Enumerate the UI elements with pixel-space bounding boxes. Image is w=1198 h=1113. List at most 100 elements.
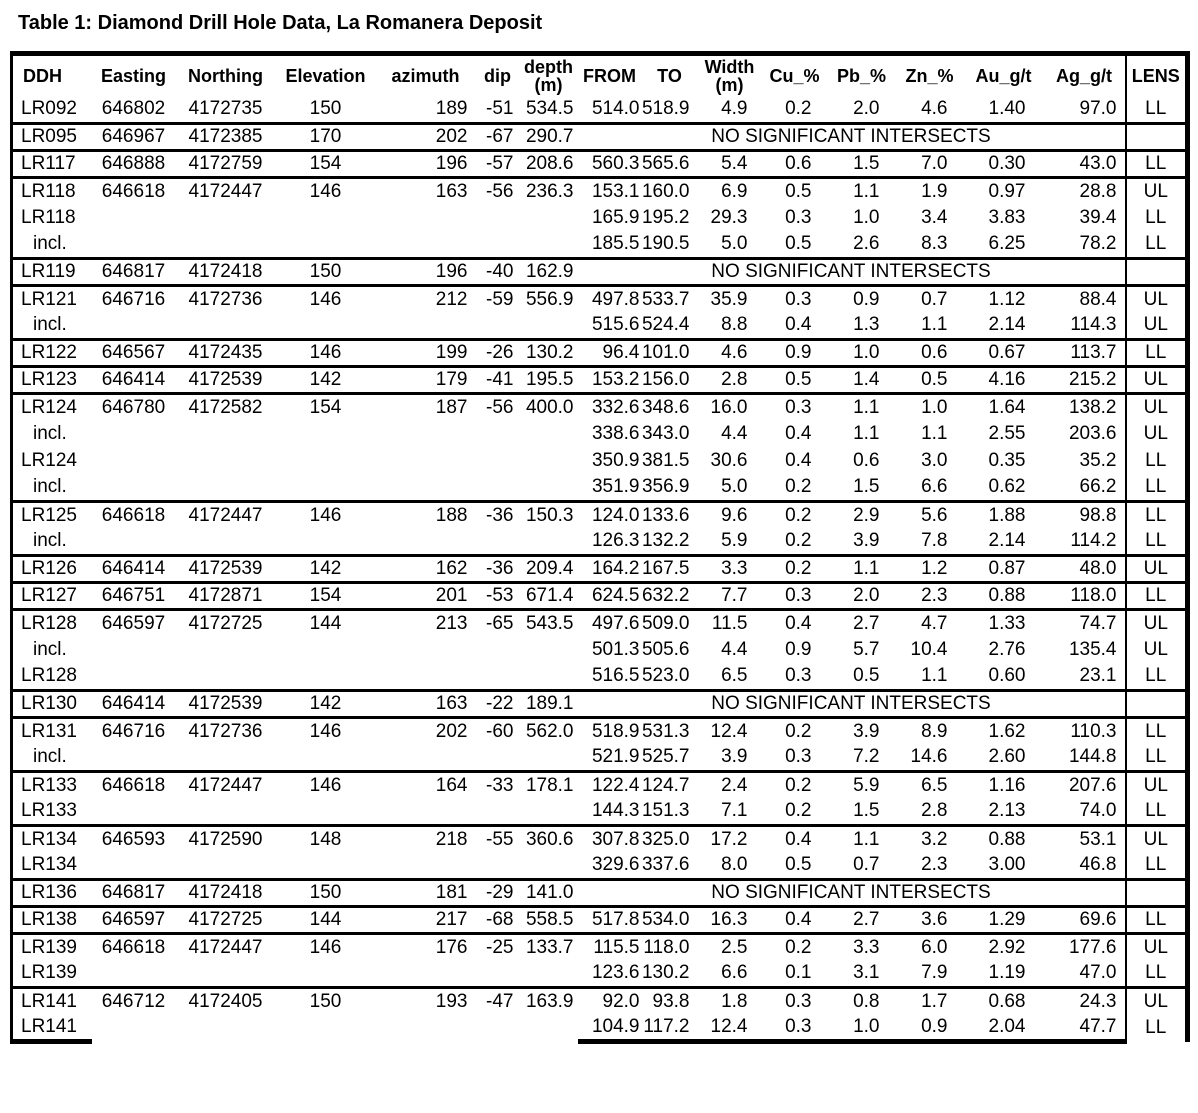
cell-ag: 177.6 — [1043, 932, 1126, 961]
cell-depth: 543.5 — [519, 608, 578, 637]
cell-easting: 646618 — [91, 932, 176, 961]
cell-depth — [520, 637, 578, 664]
cell-au: 1.88 — [963, 500, 1044, 529]
cell-lens: UL — [1124, 824, 1188, 853]
cell-dip — [476, 1015, 520, 1042]
cell-ag: 48.0 — [1043, 554, 1126, 583]
cell-width: 16.0 — [697, 392, 762, 421]
cell-ddh: LR139 — [11, 932, 92, 961]
cell-to: 117.2 — [641, 1014, 698, 1044]
cell-ddh: LR130 — [11, 689, 92, 718]
cell-zn: 1.1 — [921, 665, 948, 687]
column-header-dip: dip — [484, 66, 511, 87]
cell-dip: -60 — [475, 716, 520, 745]
cell-width: 6.6 — [721, 962, 748, 984]
table-row: LR134 646593 4172590 148 218 -55 360.6 307.8 325… — [11, 824, 1188, 853]
cell-lens: LL — [1124, 500, 1188, 529]
cell-width: 6.9 — [697, 176, 762, 205]
cell-ddh: LR134 — [21, 854, 77, 876]
cell-azimuth: 202 — [375, 716, 476, 745]
cell-easting — [92, 745, 176, 772]
cell-from: 104.9 — [577, 1014, 642, 1044]
cell-easting — [92, 205, 176, 232]
cell-to: 130.2 — [641, 962, 690, 984]
cell-azimuth — [376, 637, 476, 664]
column-header-ag: Ag_g/t — [1056, 66, 1112, 87]
cell-cu: 0.3 — [761, 1014, 828, 1044]
cell-northing — [176, 313, 276, 340]
cell-cu: 0.5 — [785, 854, 812, 876]
cell-cu: 0.3 — [785, 665, 812, 687]
cell-azimuth: 213 — [375, 608, 476, 637]
drill-hole-table: DDH Easting Northing Elevation azimuth dip dep… — [10, 51, 1190, 1044]
cell-elevation: 146 — [275, 284, 376, 313]
cell-elevation: 142 — [275, 554, 376, 583]
cell-easting — [92, 637, 176, 664]
cell-northing: 4172385 — [175, 122, 276, 151]
cell-ddh: LR123 — [11, 365, 92, 394]
cell-depth — [520, 205, 578, 232]
cell-dip — [476, 853, 520, 880]
cell-northing: 4172759 — [175, 149, 276, 178]
cell-from: 518.9 — [577, 716, 642, 745]
cell-easting: 646618 — [91, 770, 176, 799]
cell-pb: 1.0 — [827, 1014, 896, 1044]
cell-lens: LL — [1124, 663, 1188, 691]
cell-elevation: 146 — [275, 770, 376, 799]
cell-dip: -47 — [475, 986, 520, 1015]
cell-dip: -56 — [475, 392, 520, 421]
cell-northing: 4172447 — [175, 770, 276, 799]
cell-pb: 1.1 — [827, 824, 896, 853]
cell-width: 4.4 — [721, 639, 748, 660]
cell-cu: 0.5 — [785, 233, 812, 255]
cell-zn: 2.8 — [921, 800, 948, 822]
cell-width: 17.2 — [697, 824, 762, 853]
cell-easting — [92, 961, 176, 988]
cell-depth: 130.2 — [519, 338, 578, 367]
cell-from: 497.8 — [577, 284, 642, 313]
cell-cu: 0.9 — [761, 338, 828, 367]
no-significant-intersects-label: NO SIGNIFICANT INTERSECTS — [577, 689, 1126, 718]
cell-au: 6.25 — [988, 233, 1026, 255]
cell-azimuth: 202 — [375, 122, 476, 151]
cell-ag: 24.3 — [1043, 986, 1126, 1015]
cell-from: 501.3 — [591, 639, 640, 660]
cell-azimuth: 217 — [375, 905, 476, 934]
cell-ag: 203.6 — [1068, 423, 1117, 444]
cell-pb: 1.1 — [853, 423, 880, 444]
cell-dip — [476, 745, 520, 772]
cell-azimuth — [376, 475, 476, 502]
cell-lens: UL — [1124, 932, 1188, 961]
cell-to: 509.0 — [641, 608, 698, 637]
document-page: Table 1: Diamond Drill Hole Data, La Rom… — [0, 12, 1198, 1044]
cell-from: 329.6 — [591, 854, 640, 876]
column-header-azimuth: azimuth — [391, 66, 460, 87]
cell-easting: 646414 — [91, 554, 176, 583]
table-row: LR139 123.6 130.2 6.6 0.1 3.1 7.9 1.19 47.0 LL — [12, 960, 1188, 988]
cell-cu: 0.5 — [761, 365, 828, 394]
cell-northing: 4172736 — [175, 284, 276, 313]
cell-au: 2.76 — [988, 639, 1026, 660]
table-row: LR117 646888 4172759 154 196 -57 208.6 560.3 565… — [11, 149, 1188, 178]
table-row: LR125 646618 4172447 146 188 -36 150.3 124.0 133… — [11, 500, 1188, 529]
cell-elevation — [276, 421, 376, 448]
cell-cu: 0.2 — [761, 932, 828, 961]
cell-lens: LL — [1124, 338, 1188, 367]
cell-depth: 534.5 — [525, 98, 574, 120]
cell-pb: 3.9 — [853, 530, 880, 552]
cell-cu: 0.3 — [761, 284, 828, 313]
cell-dip — [476, 799, 520, 826]
cell-lens: LL — [1124, 960, 1188, 988]
cell-northing — [176, 637, 276, 664]
cell-lens — [1124, 122, 1188, 151]
cell-zn: 6.5 — [895, 770, 964, 799]
cell-width: 5.0 — [721, 476, 748, 498]
cell-elevation — [276, 313, 376, 340]
cell-width: 4.4 — [721, 423, 748, 444]
cell-dip: -51 — [486, 98, 514, 120]
cell-elevation: 150 — [275, 878, 376, 907]
cell-azimuth — [376, 529, 476, 556]
cell-from: 122.4 — [577, 770, 642, 799]
cell-au: 0.97 — [963, 176, 1044, 205]
cell-pb: 2.6 — [853, 233, 880, 255]
